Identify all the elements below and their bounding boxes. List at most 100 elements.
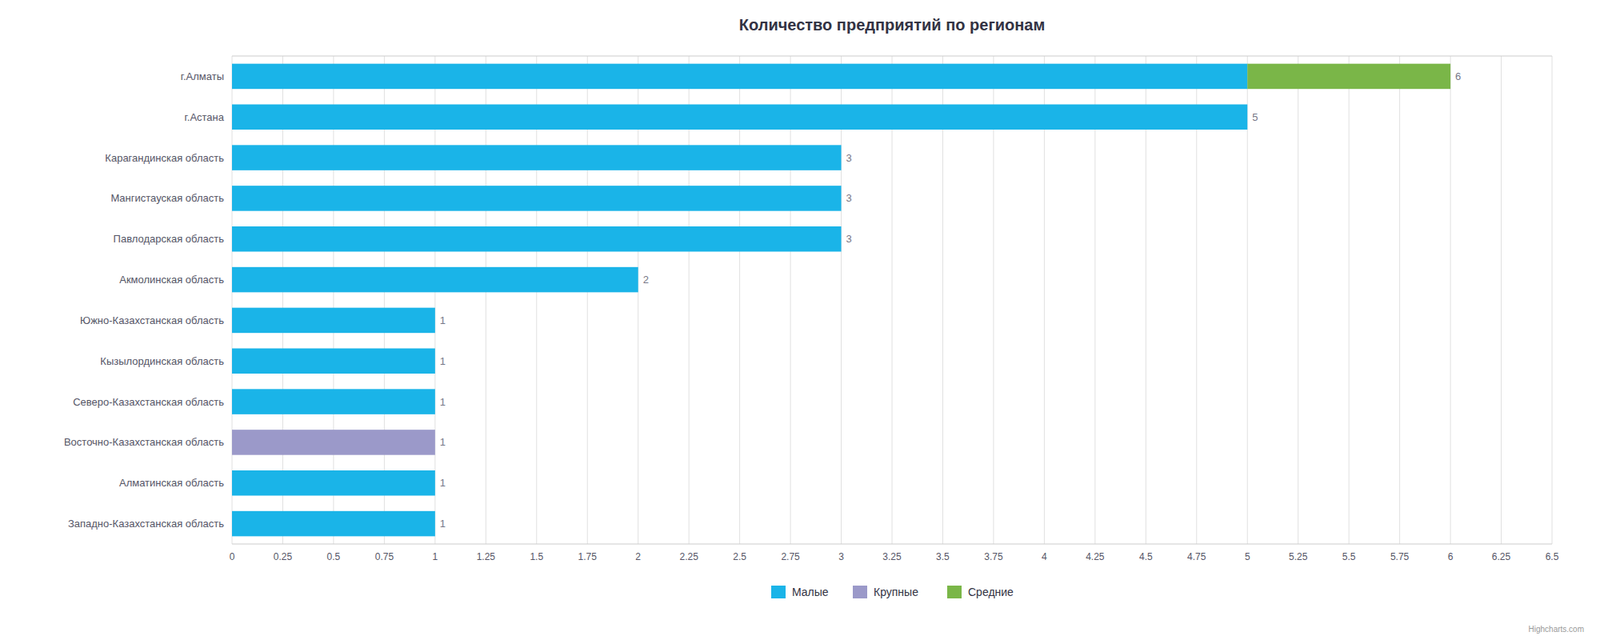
series: [1247, 64, 1451, 90]
bar-segment: [232, 104, 1248, 130]
y-tick-label: Восточно-Казахстанская область: [64, 436, 224, 448]
bar-segment: [434, 511, 436, 537]
legend-swatch: [771, 585, 786, 599]
value-label: 6: [1455, 70, 1461, 83]
value-label: 1: [440, 355, 446, 368]
grid-line: [1348, 56, 1350, 544]
bar-segment: [840, 144, 842, 171]
y-tick-label: Кызылординская область: [100, 355, 224, 368]
x-tick-label: 1: [432, 551, 439, 563]
x-tick-label: 5: [1244, 551, 1251, 563]
legend-label: Крупные: [873, 585, 919, 599]
x-tick-label: 2: [635, 551, 641, 563]
value-label: 3: [846, 152, 852, 164]
bar-segment: [840, 185, 842, 212]
bar-segment: [434, 308, 436, 334]
value-label: 3: [846, 192, 852, 204]
x-tick-label: 3.5: [936, 551, 950, 563]
bar-segment: [434, 348, 436, 374]
value-label: 1: [440, 436, 446, 448]
plot-border: [232, 56, 1552, 57]
bar-segment: [434, 388, 436, 415]
title: Количество предприятий по регионам: [739, 16, 1045, 34]
y-tick-label: Южно-Казахстанская область: [80, 314, 224, 327]
bar-segment: [1247, 104, 1248, 130]
bar-segment: [232, 470, 436, 496]
y-tick-label: Мангистауская область: [110, 192, 224, 204]
y-tick-label: Карагандинская область: [104, 152, 224, 164]
x-tick-label: 4.75: [1187, 551, 1207, 563]
bar-segment: [232, 267, 639, 293]
bar-segment: [434, 470, 436, 496]
x-tick-label: 0.75: [375, 551, 395, 563]
bar-segment: [434, 388, 436, 415]
y-tick-label: г.Астана: [184, 111, 225, 124]
bar-segment: [232, 185, 842, 212]
x-tick-label: 4: [1041, 551, 1048, 563]
x-tick-label: 2.5: [732, 551, 747, 563]
bar-segment: [1247, 64, 1451, 90]
bar-segment: [840, 144, 842, 171]
legend-label: Средние: [968, 585, 1014, 599]
legend-swatch: [947, 585, 962, 599]
grid-line: [1500, 56, 1502, 544]
bar-segment: [434, 429, 436, 456]
x-tick-label: 5.75: [1390, 551, 1410, 563]
bar-segment: [840, 185, 842, 212]
y-tick-label: Павлодарская область: [113, 232, 225, 245]
x-tick-label: 6.5: [1545, 551, 1560, 563]
bar-segment: [434, 308, 436, 334]
bar-segment: [232, 144, 842, 171]
bar-segment: [232, 388, 436, 415]
value-label: 1: [440, 396, 446, 408]
series: [232, 429, 436, 456]
x-tick-label: 0.25: [273, 551, 293, 563]
grid: [232, 56, 1552, 544]
grid-line: [1450, 56, 1452, 544]
bar-segment: [434, 348, 436, 374]
bar-segment: [434, 470, 436, 496]
y-tick-label: Западно-Казахстанская область: [68, 517, 224, 530]
bar-segment: [1247, 104, 1248, 130]
x-tick-label: 0.5: [327, 551, 341, 563]
value-label: 2: [643, 273, 649, 286]
bar-segment: [232, 511, 436, 537]
bar-segment: [637, 267, 639, 293]
x-tick-label: 5.25: [1288, 551, 1308, 563]
series: [232, 64, 1248, 537]
x-tick-label: 0: [229, 551, 236, 563]
value-label: 3: [846, 232, 852, 245]
x-tick-label: 4.25: [1085, 551, 1105, 563]
y-tick-label: Северо-Казахстанская область: [72, 396, 224, 408]
watermark: Highcharts.com: [1528, 624, 1584, 634]
x-tick-label: 2.75: [780, 551, 800, 563]
legend-swatch: [852, 585, 868, 599]
x-tick-label: 5.5: [1342, 551, 1356, 563]
x-tick-label: 6.25: [1492, 551, 1512, 563]
bar-segment: [232, 64, 1248, 90]
bar-segment: [232, 308, 436, 334]
x-tick-label: 3: [838, 551, 844, 563]
bar-segment: [840, 226, 842, 252]
grid-line: [1297, 56, 1299, 544]
x-tick-label: 1.25: [476, 551, 496, 563]
bar-segment: [840, 226, 842, 252]
x-tick-label: 3.25: [882, 551, 902, 563]
legend: Малые Крупные Средние: [771, 585, 1014, 599]
chart: Количество предприятий по регионам 0 0.25 0…: [0, 0, 1600, 640]
grid-line: [1399, 56, 1400, 544]
x-axis-line: [232, 544, 1552, 545]
value-label: 5: [1252, 111, 1258, 124]
bar-segment: [232, 429, 436, 456]
x-tick-label: 2.25: [679, 551, 699, 563]
bars: [232, 64, 1451, 537]
y-tick-label: Акмолинская область: [119, 273, 224, 286]
legend-label: Малые: [792, 585, 829, 599]
bar-segment: [232, 348, 436, 374]
value-label: 1: [440, 314, 446, 327]
y-tick-label: г.Алматы: [180, 70, 224, 83]
x-tick-label: 6: [1448, 551, 1454, 563]
bar-segment: [637, 267, 639, 293]
value-label: 1: [440, 476, 446, 489]
value-label: 1: [440, 517, 446, 530]
